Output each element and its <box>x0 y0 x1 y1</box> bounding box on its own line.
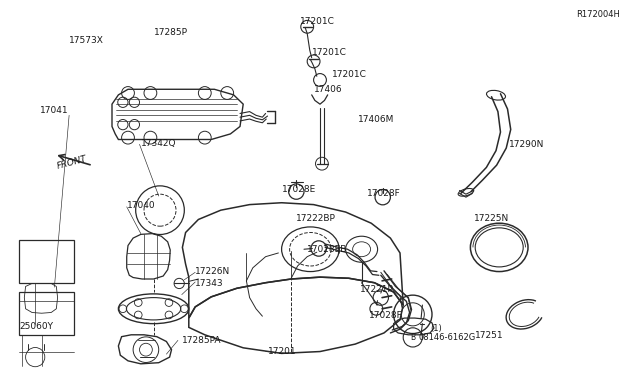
Text: 17226N: 17226N <box>195 267 230 276</box>
Text: 17222BP: 17222BP <box>296 214 335 223</box>
Text: 17201C: 17201C <box>312 48 346 57</box>
Text: 17028E: 17028E <box>282 185 316 194</box>
Text: 17285PA: 17285PA <box>182 336 221 345</box>
Text: 17406: 17406 <box>314 85 342 94</box>
Text: 17343: 17343 <box>195 279 224 288</box>
Text: 17225N: 17225N <box>474 214 509 223</box>
Text: R172004H: R172004H <box>576 10 620 19</box>
Text: 17342Q: 17342Q <box>141 139 176 148</box>
Text: 17201: 17201 <box>268 347 296 356</box>
Text: 17251: 17251 <box>475 331 504 340</box>
Text: 17406M: 17406M <box>358 115 395 124</box>
Text: 17201C: 17201C <box>300 17 334 26</box>
Text: 17221P: 17221P <box>360 285 394 294</box>
Text: 08146-6162G: 08146-6162G <box>419 333 476 342</box>
Text: 17041: 17041 <box>40 106 68 115</box>
Text: 25060Y: 25060Y <box>19 322 53 331</box>
Text: 17573X: 17573X <box>69 36 104 45</box>
Text: (1): (1) <box>430 324 442 333</box>
Text: 17040: 17040 <box>127 201 156 210</box>
Text: FRONT: FRONT <box>56 154 88 171</box>
Text: 17201C: 17201C <box>332 70 366 79</box>
Text: B: B <box>410 333 415 342</box>
Text: 17290N: 17290N <box>509 140 544 149</box>
Text: 17028F: 17028F <box>369 311 403 320</box>
Text: 17028F: 17028F <box>367 189 401 198</box>
Text: 17285P: 17285P <box>154 28 188 37</box>
Text: 17028EB: 17028EB <box>307 246 348 254</box>
